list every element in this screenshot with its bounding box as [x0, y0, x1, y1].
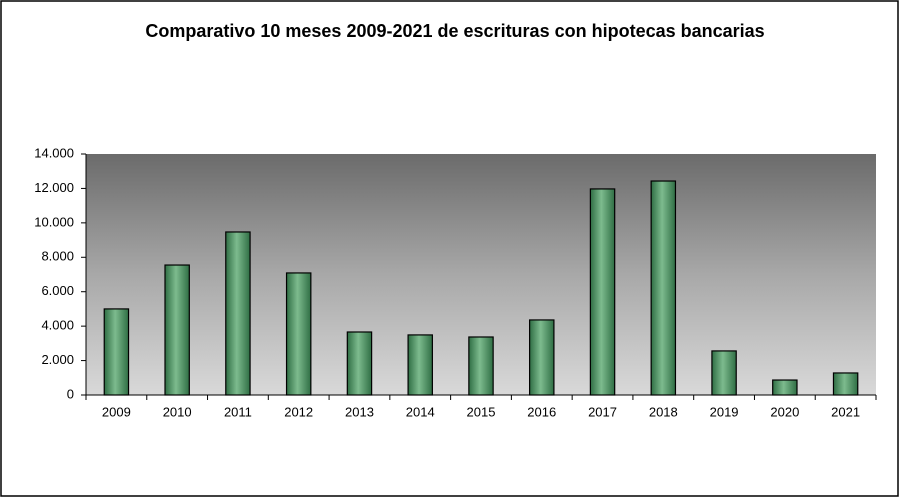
bar: [103, 308, 130, 396]
chart-title: Comparativo 10 meses 2009-2021 de escrit…: [145, 21, 764, 41]
bar: [529, 319, 555, 396]
x-tick-label: 2014: [406, 404, 435, 419]
bar: [225, 231, 251, 396]
bar: [468, 336, 494, 396]
bar: [164, 264, 190, 396]
bar: [407, 334, 433, 396]
y-tick-label: 10.000: [34, 214, 74, 229]
bar: [346, 331, 373, 396]
x-tick-label: 2017: [588, 404, 617, 419]
x-tick-label: 2016: [527, 404, 556, 419]
bar: [285, 272, 312, 396]
x-tick-label: 2018: [649, 404, 678, 419]
y-tick-label: 12.000: [34, 180, 74, 195]
bar: [832, 372, 859, 396]
x-tick-label: 2020: [770, 404, 799, 419]
y-tick-label: 2.000: [41, 352, 74, 367]
y-tick-label: 14.000: [34, 145, 74, 160]
bar: [772, 379, 798, 396]
x-tick-label: 2019: [710, 404, 739, 419]
y-tick-label: 8.000: [41, 249, 74, 264]
x-tick-label: 2012: [284, 404, 313, 419]
bar: [650, 180, 677, 396]
x-tick-label: 2021: [831, 404, 860, 419]
y-tick-label: 6.000: [41, 283, 74, 298]
x-tick-label: 2011: [224, 404, 252, 419]
x-tick-label: 2009: [102, 404, 131, 419]
x-tick-label: 2010: [163, 404, 192, 419]
x-tick-label: 2015: [467, 404, 496, 419]
bar: [711, 350, 737, 396]
y-tick-label: 0: [67, 386, 74, 401]
y-tick-label: 4.000: [41, 318, 74, 333]
x-tick-label: 2013: [345, 404, 374, 419]
bar: [589, 188, 616, 396]
